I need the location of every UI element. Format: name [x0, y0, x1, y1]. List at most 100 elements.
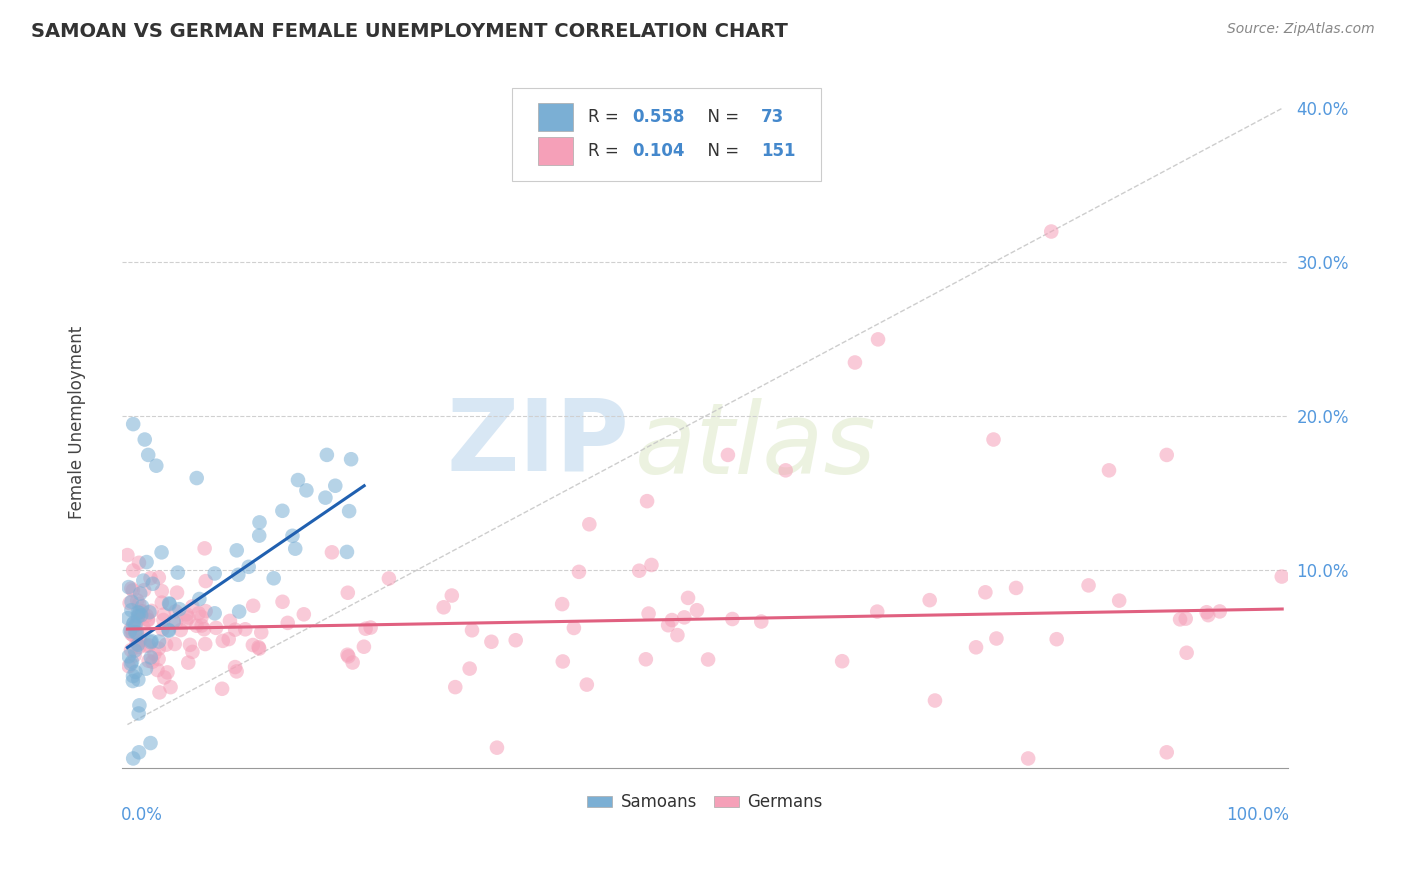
Point: [135, 662, 157, 676]
Point: [148, 641, 170, 656]
Point: [166, 566, 188, 580]
Point: [120, 657, 142, 671]
Point: [187, 607, 209, 621]
Point: [287, 473, 309, 487]
Point: [120, 627, 142, 641]
Point: [135, 639, 157, 653]
Point: [155, 638, 177, 652]
Point: [721, 612, 744, 626]
Point: [204, 607, 226, 621]
Point: [118, 649, 141, 664]
Point: [673, 610, 696, 624]
Point: [321, 545, 343, 559]
Text: 0.104: 0.104: [633, 143, 685, 161]
Point: [866, 605, 889, 619]
Point: [924, 693, 946, 707]
Point: [143, 647, 166, 661]
Point: [120, 603, 142, 617]
Point: [284, 541, 307, 556]
Point: [986, 632, 1008, 646]
Point: [242, 599, 264, 613]
Point: [150, 584, 173, 599]
Point: [157, 624, 180, 638]
Point: [122, 583, 145, 598]
Point: [323, 479, 346, 493]
Point: [204, 566, 226, 581]
Point: [127, 593, 149, 607]
Point: [127, 673, 149, 687]
Point: [127, 605, 149, 619]
Point: [120, 643, 142, 657]
Point: [505, 633, 527, 648]
Point: [636, 494, 658, 508]
Point: [145, 458, 167, 473]
Point: [134, 433, 156, 447]
Point: [634, 652, 657, 666]
Point: [1174, 612, 1197, 626]
Point: [1017, 751, 1039, 765]
Point: [153, 607, 176, 622]
Point: [127, 609, 149, 624]
Point: [125, 626, 148, 640]
Point: [135, 555, 157, 569]
Point: [122, 417, 145, 431]
Point: [124, 618, 146, 632]
Point: [337, 504, 360, 518]
Point: [121, 673, 143, 688]
Point: [686, 603, 709, 617]
Point: [1197, 608, 1219, 623]
Point: [263, 571, 285, 585]
Point: [211, 681, 233, 696]
Point: [138, 639, 160, 653]
Text: atlas: atlas: [636, 398, 876, 495]
Point: [194, 637, 217, 651]
Point: [128, 706, 150, 721]
Point: [163, 615, 186, 629]
Point: [166, 585, 188, 599]
Text: N =: N =: [696, 143, 744, 161]
Point: [336, 586, 359, 600]
Point: [461, 624, 484, 638]
Text: 0.0%: 0.0%: [121, 805, 162, 823]
Point: [568, 565, 591, 579]
Text: 73: 73: [761, 108, 785, 126]
Point: [250, 625, 273, 640]
Point: [176, 607, 198, 622]
Point: [138, 654, 160, 668]
Point: [247, 640, 270, 655]
Point: [575, 678, 598, 692]
Point: [125, 625, 148, 640]
Point: [136, 613, 159, 627]
Point: [132, 574, 155, 588]
Point: [141, 634, 163, 648]
Point: [485, 740, 508, 755]
Point: [120, 582, 142, 596]
Point: [128, 597, 150, 611]
Point: [190, 610, 212, 624]
Point: [159, 680, 181, 694]
Point: [314, 491, 336, 505]
Point: [458, 662, 481, 676]
Legend: Samoans, Germans: Samoans, Germans: [581, 787, 830, 818]
Point: [188, 592, 211, 607]
Point: [224, 623, 246, 637]
Point: [336, 648, 359, 662]
Point: [128, 606, 150, 620]
Point: [131, 604, 153, 618]
Point: [440, 589, 463, 603]
Point: [118, 596, 141, 610]
Point: [242, 638, 264, 652]
Point: [661, 613, 683, 627]
Point: [562, 621, 585, 635]
Point: [481, 634, 503, 648]
Point: [1195, 605, 1218, 619]
Point: [157, 596, 180, 610]
Point: [129, 604, 152, 618]
Point: [1098, 463, 1121, 477]
Point: [121, 595, 143, 609]
Point: [640, 558, 662, 572]
Point: [165, 615, 187, 629]
Point: [717, 448, 740, 462]
Point: [179, 638, 201, 652]
Point: [129, 586, 152, 600]
